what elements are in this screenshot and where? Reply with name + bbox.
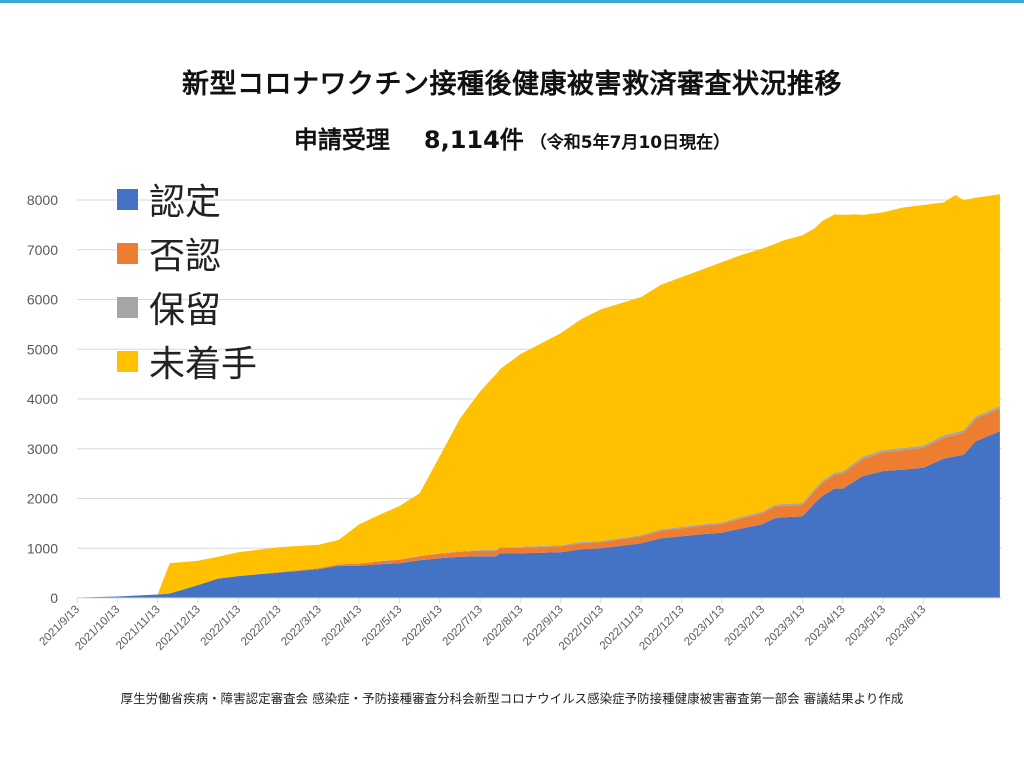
legend-swatch-unreviewed: [117, 350, 138, 372]
legend-label: 否認: [149, 236, 222, 277]
x-tick-label: 2022/8/13: [481, 604, 526, 649]
legend-item-denied: 否認: [117, 226, 257, 280]
x-axis-ticks: 2021/9/132021/10/132021/11/132021/12/132…: [37, 598, 928, 653]
chart-subtitle: 申請受理 8,114件 （令和5年7月10日現在）: [0, 120, 1024, 155]
x-tick-label: 2022/6/13: [400, 604, 445, 649]
x-tick-label: 2022/5/13: [360, 604, 405, 649]
y-axis-ticks: 0 1000 2000 3000 4000 5000 6000 7000 8000: [27, 192, 58, 606]
legend-swatch-denied: [117, 242, 138, 264]
legend-item-pending: 保留: [117, 280, 257, 334]
y-tick-label: 6000: [27, 292, 58, 308]
legend-label: 認定: [149, 182, 222, 223]
area-series: [77, 194, 1000, 598]
y-tick-label: 7000: [27, 242, 58, 258]
top-accent-bar: [0, 0, 1024, 3]
legend-label: 保留: [149, 290, 222, 331]
legend-swatch-certified: [117, 188, 138, 210]
stacked-area-chart: 0 1000 2000 3000 4000 5000 6000 7000 8000 2021/9…: [27, 192, 1002, 653]
legend-item-certified: 認定: [117, 172, 257, 226]
x-tick-label: 2022/4/13: [320, 604, 365, 649]
x-tick-label: 2023/3/13: [763, 604, 808, 649]
y-tick-label: 1000: [27, 540, 58, 556]
x-tick-label: 2022/3/13: [279, 604, 324, 649]
chart-title: 新型コロナワクチン接種後健康被害救済審査状況推移: [182, 69, 842, 100]
y-tick-label: 4000: [27, 391, 58, 407]
x-tick-label: 2022/1/13: [199, 604, 244, 649]
y-tick-label: 5000: [27, 341, 58, 357]
source-note: 厚生労働省疾病・障害認定審査会 感染症・予防接種審査分科会新型コロナウイルス感染…: [120, 691, 904, 706]
x-tick-label: 2023/4/13: [803, 604, 848, 649]
y-tick-label: 0: [50, 590, 58, 606]
x-tick-label: 2023/5/13: [843, 604, 888, 649]
y-tick-label: 3000: [27, 441, 58, 457]
legend-swatch-pending: [117, 296, 138, 318]
area-certified: [77, 431, 1000, 598]
y-tick-label: 8000: [27, 192, 58, 208]
legend: 認定 否認 保留 未着手: [117, 172, 257, 388]
legend-item-unreviewed: 未着手: [117, 334, 257, 388]
area-unreviewed: [77, 194, 1000, 598]
x-tick-label: 2023/6/13: [884, 604, 929, 649]
legend-label: 未着手: [149, 344, 258, 385]
as-of-date: （令和5年7月10日現在）: [529, 133, 731, 153]
x-tick-label: 2022/2/13: [239, 604, 284, 649]
x-tick-label: 2022/7/13: [440, 604, 485, 649]
subtitle-label: 申請受理: [293, 126, 390, 154]
x-tick-label: 2023/2/13: [723, 604, 768, 649]
application-count: 8,114件: [423, 126, 524, 154]
y-tick-label: 2000: [27, 491, 58, 507]
x-tick-label: 2023/1/13: [682, 604, 727, 649]
